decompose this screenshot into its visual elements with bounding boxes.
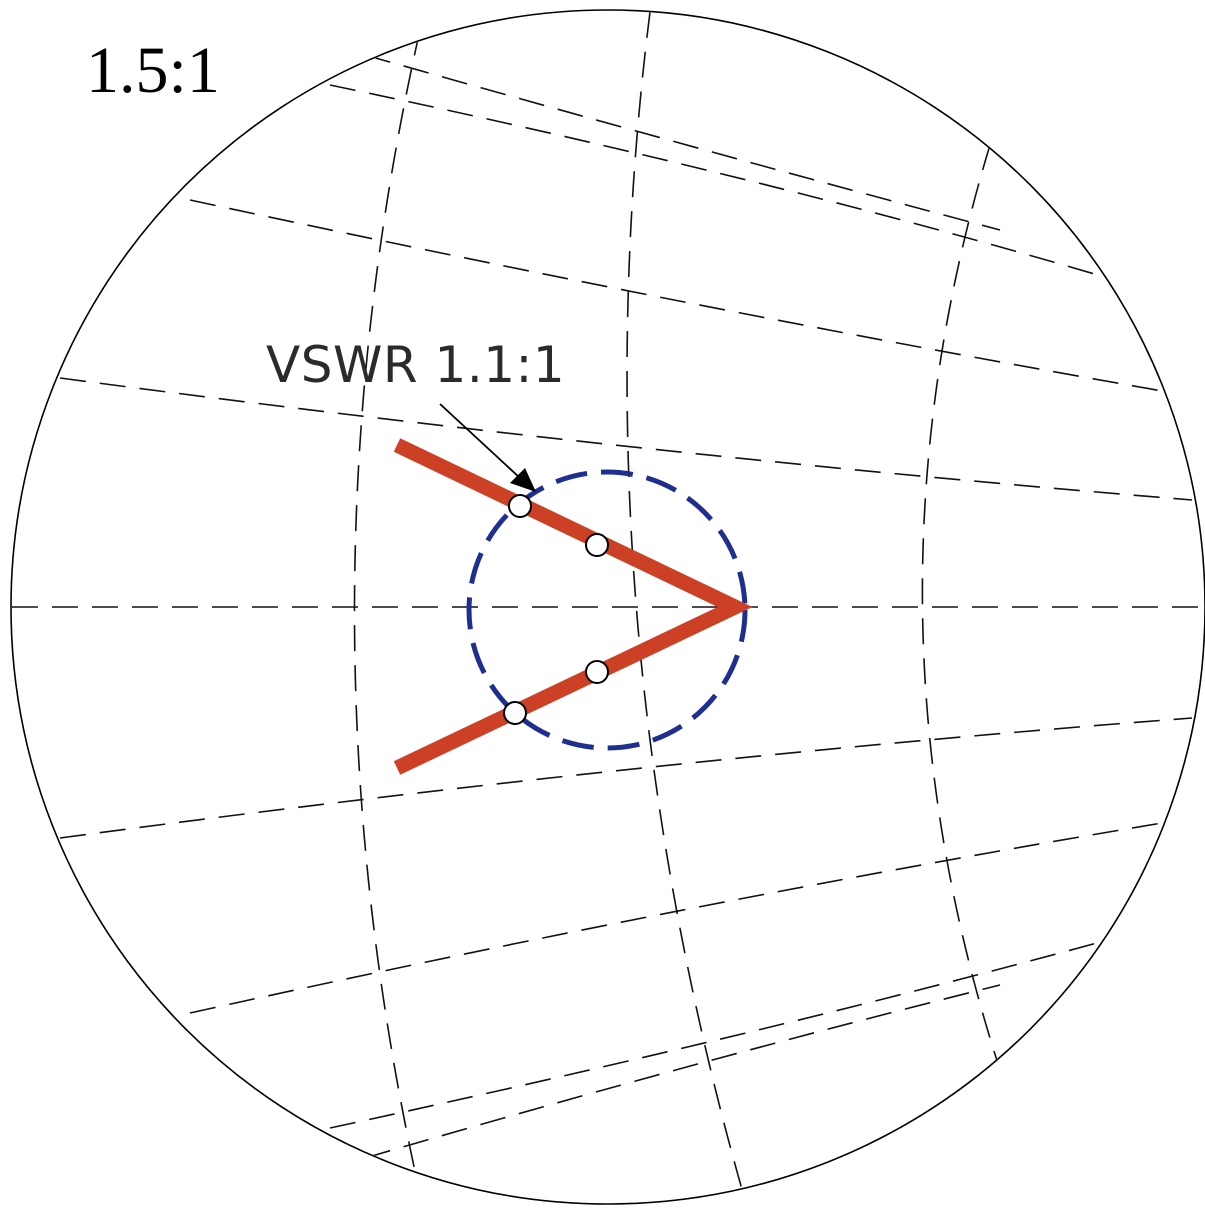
marker-point xyxy=(503,701,527,725)
grid-arc-vertical-4 xyxy=(359,39,411,59)
annotation-arrowhead xyxy=(510,468,536,492)
grid-arc-upper-4 xyxy=(364,54,1001,231)
grid-arc-vertical-3 xyxy=(921,144,1001,1071)
vswr-annotation-label: VSWR 1.1:1 xyxy=(266,336,566,394)
impedance-trace xyxy=(393,438,753,775)
grid-arc-upper-3 xyxy=(329,84,1109,279)
marker-point xyxy=(585,660,609,684)
chart-boundary xyxy=(10,9,1205,1205)
grid-arc-upper-2 xyxy=(189,199,1169,393)
grid-arc-lower-4 xyxy=(364,984,1001,1159)
ratio-title: 1.5:1 xyxy=(86,34,220,107)
grid-arc-upper-1 xyxy=(59,377,1193,501)
marker-point xyxy=(585,533,609,557)
grid-arc-vertical-1 xyxy=(353,29,421,1186)
annotation-leader xyxy=(439,403,521,479)
grid-arc-vertical-2 xyxy=(626,11,746,1201)
grid-arc-lower-3 xyxy=(329,939,1109,1129)
trace-markers xyxy=(503,494,609,725)
grid-arc-lower-1 xyxy=(59,717,1193,839)
grid-lines xyxy=(12,11,1204,1201)
grid-arc-lower-2 xyxy=(189,821,1169,1014)
marker-point xyxy=(508,494,532,518)
